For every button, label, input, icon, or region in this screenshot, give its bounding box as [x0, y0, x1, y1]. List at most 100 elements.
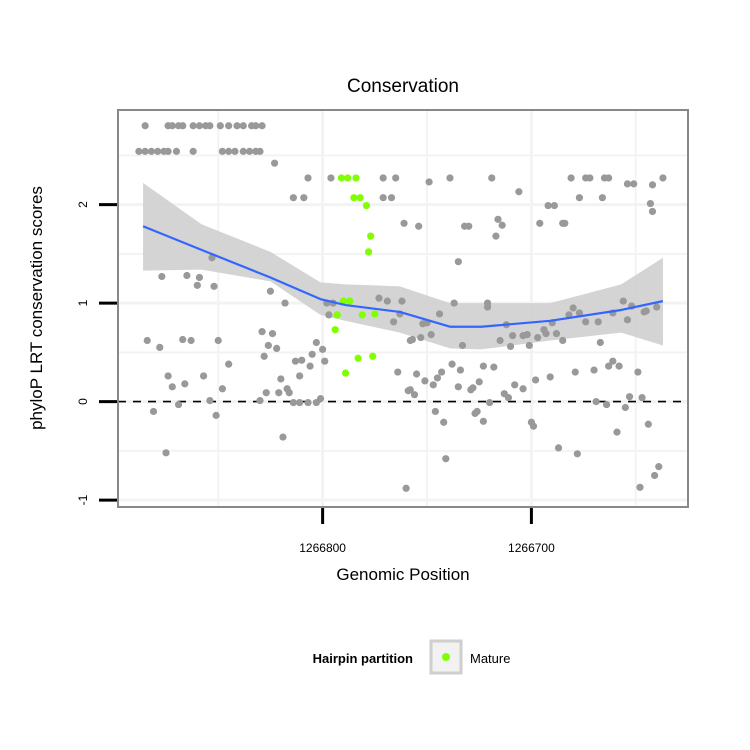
mature-point: [341, 369, 350, 377]
other-point: [613, 428, 621, 436]
other-point: [245, 147, 254, 155]
other-point: [206, 397, 214, 405]
other-point: [494, 215, 502, 223]
other-point: [264, 341, 272, 350]
other-point: [433, 374, 442, 382]
other-point: [648, 181, 657, 189]
other-point: [268, 330, 277, 338]
other-point: [644, 420, 652, 428]
other-point: [544, 201, 552, 210]
other-point: [375, 294, 383, 302]
mature-point: [350, 194, 358, 202]
other-point: [387, 194, 396, 202]
mature-point: [367, 232, 375, 240]
other-point: [415, 222, 423, 230]
other-point: [605, 362, 613, 370]
other-point: [402, 484, 410, 492]
other-point: [239, 122, 247, 130]
other-point: [164, 147, 172, 155]
other-point: [573, 450, 581, 458]
other-point: [319, 345, 327, 353]
other-point: [575, 194, 584, 202]
other-point: [270, 159, 279, 167]
other-point: [193, 281, 201, 289]
other-point: [523, 331, 531, 339]
other-point: [525, 341, 533, 350]
other-point: [379, 174, 387, 182]
other-point: [392, 174, 400, 182]
smooth-line-group: [142, 225, 664, 328]
other-point: [659, 174, 667, 182]
other-point: [179, 335, 187, 344]
other-point: [408, 335, 416, 344]
other-point: [327, 174, 335, 182]
other-point: [256, 147, 264, 155]
other-point: [291, 357, 300, 365]
x-axis: 1266800 1266700: [299, 508, 555, 555]
panel-border: [117, 109, 689, 508]
other-point: [135, 147, 143, 155]
other-point: [273, 344, 281, 352]
other-point: [471, 409, 479, 418]
x-tick-label: 1266700: [508, 541, 555, 555]
other-point: [212, 411, 220, 419]
mature-point: [346, 297, 354, 305]
mature-point: [364, 248, 373, 256]
y-tick-label: 1: [76, 299, 90, 306]
other-point: [552, 330, 561, 338]
other-point: [289, 194, 297, 202]
mature-point: [356, 194, 364, 202]
other-point: [542, 330, 550, 338]
other-point: [312, 338, 320, 347]
other-point: [529, 422, 538, 430]
other-point: [218, 147, 226, 155]
other-point: [638, 394, 646, 402]
y-tick-label: -1: [76, 494, 90, 505]
other-point: [262, 389, 270, 397]
other-point: [448, 360, 456, 368]
other-point: [412, 370, 421, 378]
other-point: [602, 400, 611, 409]
mature-point: [354, 354, 362, 362]
other-point: [162, 449, 170, 457]
mature-point: [331, 326, 339, 334]
other-point: [506, 342, 515, 351]
other-point: [398, 297, 406, 305]
legend-label-mature: Mature: [470, 651, 510, 666]
other-point: [200, 372, 208, 380]
other-point: [189, 122, 197, 130]
legend-title: Hairpin partition: [313, 651, 413, 666]
other-point: [300, 194, 308, 202]
other-point: [590, 366, 598, 374]
other-point: [174, 400, 183, 409]
other-point: [619, 297, 627, 305]
other-point: [195, 273, 204, 282]
other-point: [172, 147, 181, 155]
other-point: [304, 174, 312, 182]
other-point: [316, 395, 325, 403]
mature-point: [358, 311, 366, 319]
legend: Hairpin partition Mature: [313, 639, 510, 675]
y-tick-label: 2: [76, 201, 90, 208]
other-point: [410, 391, 419, 399]
other-point: [496, 336, 504, 345]
mature-point: [333, 311, 341, 319]
other-point: [559, 336, 567, 345]
other-point: [479, 417, 487, 425]
other-point: [642, 307, 650, 315]
other-point: [486, 398, 494, 407]
other-point: [646, 199, 655, 208]
other-point: [147, 147, 156, 155]
other-point: [143, 336, 151, 345]
other-point: [504, 394, 513, 402]
chart-title: Conservation: [347, 76, 459, 97]
other-point: [454, 383, 462, 391]
other-point: [575, 309, 584, 317]
other-point: [598, 194, 606, 202]
other-point: [605, 174, 613, 182]
other-point: [141, 122, 149, 130]
other-point: [383, 297, 391, 305]
other-point: [181, 380, 189, 388]
other-point: [210, 282, 218, 290]
x-tick-label: 1266800: [299, 541, 346, 555]
